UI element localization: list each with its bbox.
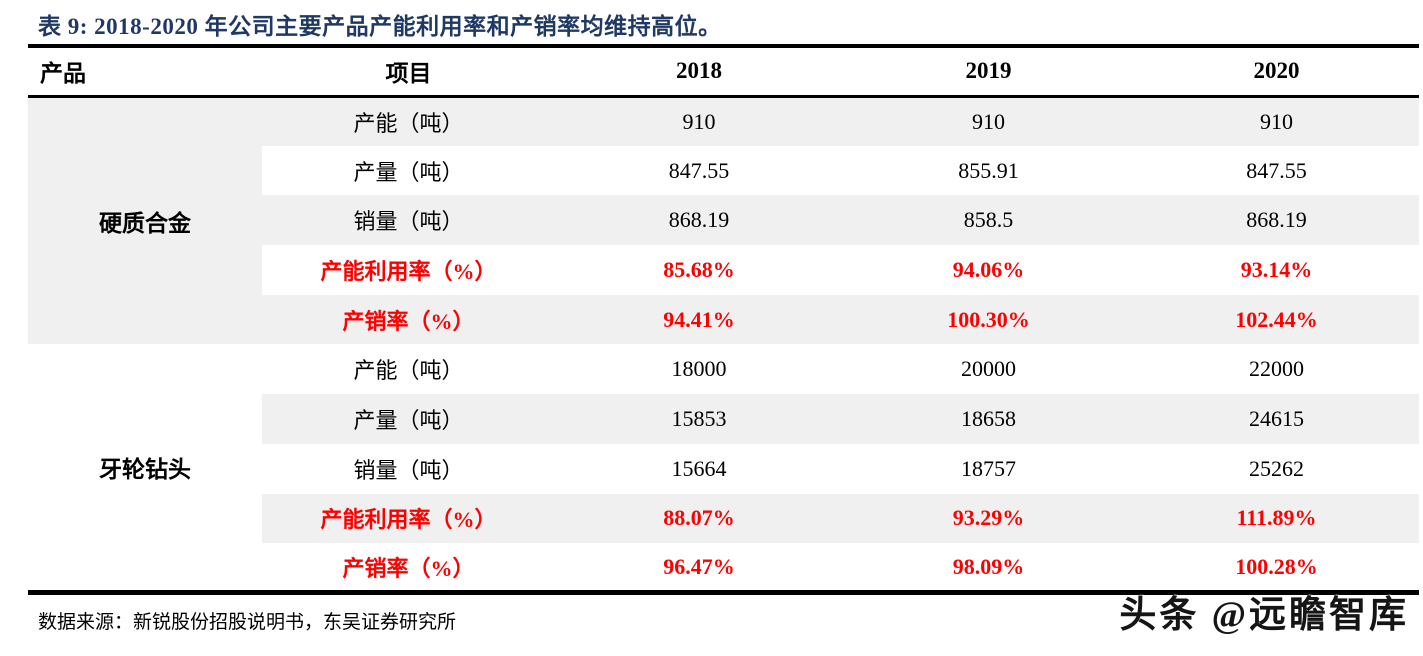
table-title: 表 9: 2018-2020 年公司主要产品产能利用率和产销率均维持高位。 [38, 14, 722, 39]
cell-value: 910 [843, 96, 1134, 146]
cell-value: 94.06% [952, 256, 1025, 282]
row-item-label: 产销率（%） [262, 294, 555, 345]
cell-value: 847.55 [668, 157, 730, 183]
production-table: 产品 项目 2018 2019 2020 硬质合金 产能（吨） 910 910 … [28, 44, 1419, 596]
row-item-label: 产量（吨） [262, 394, 555, 444]
cell-value: 24615 [1134, 394, 1419, 444]
cell-value: 94.41% [555, 294, 843, 345]
column-header-item: 项目 [262, 46, 555, 98]
row-item-label: 销量（吨） [262, 195, 555, 246]
cell-value: 868.19 [1134, 195, 1419, 246]
column-header-2019: 2019 [843, 46, 1134, 98]
cell-value: 85.68% [663, 256, 735, 282]
cell-value: 910 [555, 96, 843, 146]
row-item-label: 产能（吨） [262, 96, 555, 146]
cell-value: 15664 [671, 455, 727, 481]
cell-value: 88.07% [555, 493, 843, 544]
table-row: 产量（吨） 15853 18658 24615 [28, 394, 1419, 444]
cell-value: 855.91 [958, 157, 1019, 183]
row-item-label: 产量（吨） [353, 159, 464, 185]
cell-value: 93.14% [1240, 256, 1313, 282]
table-row-highlight: 产能利用率（%） 85.68% 94.06% 93.14% [28, 245, 1419, 295]
table-row: 销量（吨） 15664 18757 25262 [28, 444, 1419, 494]
cell-value: 910 [1134, 96, 1419, 146]
table-row: 硬质合金 产能（吨） 910 910 910 [28, 96, 1419, 345]
cell-value: 22000 [1249, 356, 1304, 382]
cell-value: 18757 [961, 455, 1016, 481]
row-item-label: 产销率（%） [342, 555, 475, 581]
cell-value: 25262 [1249, 455, 1304, 481]
cell-value: 18000 [671, 356, 727, 382]
table-row: 销量（吨） 868.19 858.5 868.19 [28, 195, 1419, 246]
table-row-highlight: 产销率（%） 96.47% 98.09% 100.28% [28, 543, 1419, 593]
row-item-label: 产能（吨） [353, 358, 464, 384]
table-row: 牙轮钻头 产能（吨） 18000 20000 22000 [28, 344, 1419, 482]
cell-value: 20000 [961, 356, 1016, 382]
cell-value: 98.09% [952, 553, 1025, 579]
cell-value: 93.29% [843, 493, 1134, 544]
product-group-label: 硬质合金 [28, 96, 262, 345]
cell-value: 847.55 [1246, 157, 1307, 183]
toutiao-watermark: 头条 @远瞻智库 [1119, 595, 1409, 636]
source-note: 数据来源：新锐股份招股说明书，东吴证券研究所 [38, 612, 457, 633]
cell-value: 102.44% [1134, 294, 1419, 345]
product-group-label: 牙轮钻头 [99, 457, 191, 483]
column-header-2018: 2018 [555, 46, 843, 98]
table-row-highlight: 产能利用率（%） 88.07% 93.29% 111.89% [28, 493, 1419, 544]
cell-value: 96.47% [663, 553, 735, 579]
header-row: 产品 项目 2018 2019 2020 [28, 46, 1419, 98]
cell-value: 858.5 [843, 195, 1134, 246]
cell-value: 100.28% [1235, 553, 1318, 579]
cell-value: 15853 [555, 394, 843, 444]
table-row-highlight: 产销率（%） 94.41% 100.30% 102.44% [28, 294, 1419, 345]
row-item-label: 销量（吨） [353, 457, 464, 483]
cell-value: 111.89% [1134, 493, 1419, 544]
column-header-product: 产品 [28, 46, 262, 98]
cell-value: 18658 [843, 394, 1134, 444]
column-header-2020: 2020 [1134, 46, 1419, 98]
cell-value: 868.19 [555, 195, 843, 246]
cell-value: 100.30% [843, 294, 1134, 345]
table-row: 产量（吨） 847.55 855.91 847.55 [28, 146, 1419, 196]
row-item-label: 产能利用率（%） [262, 493, 555, 544]
row-item-label: 产能利用率（%） [320, 258, 497, 284]
